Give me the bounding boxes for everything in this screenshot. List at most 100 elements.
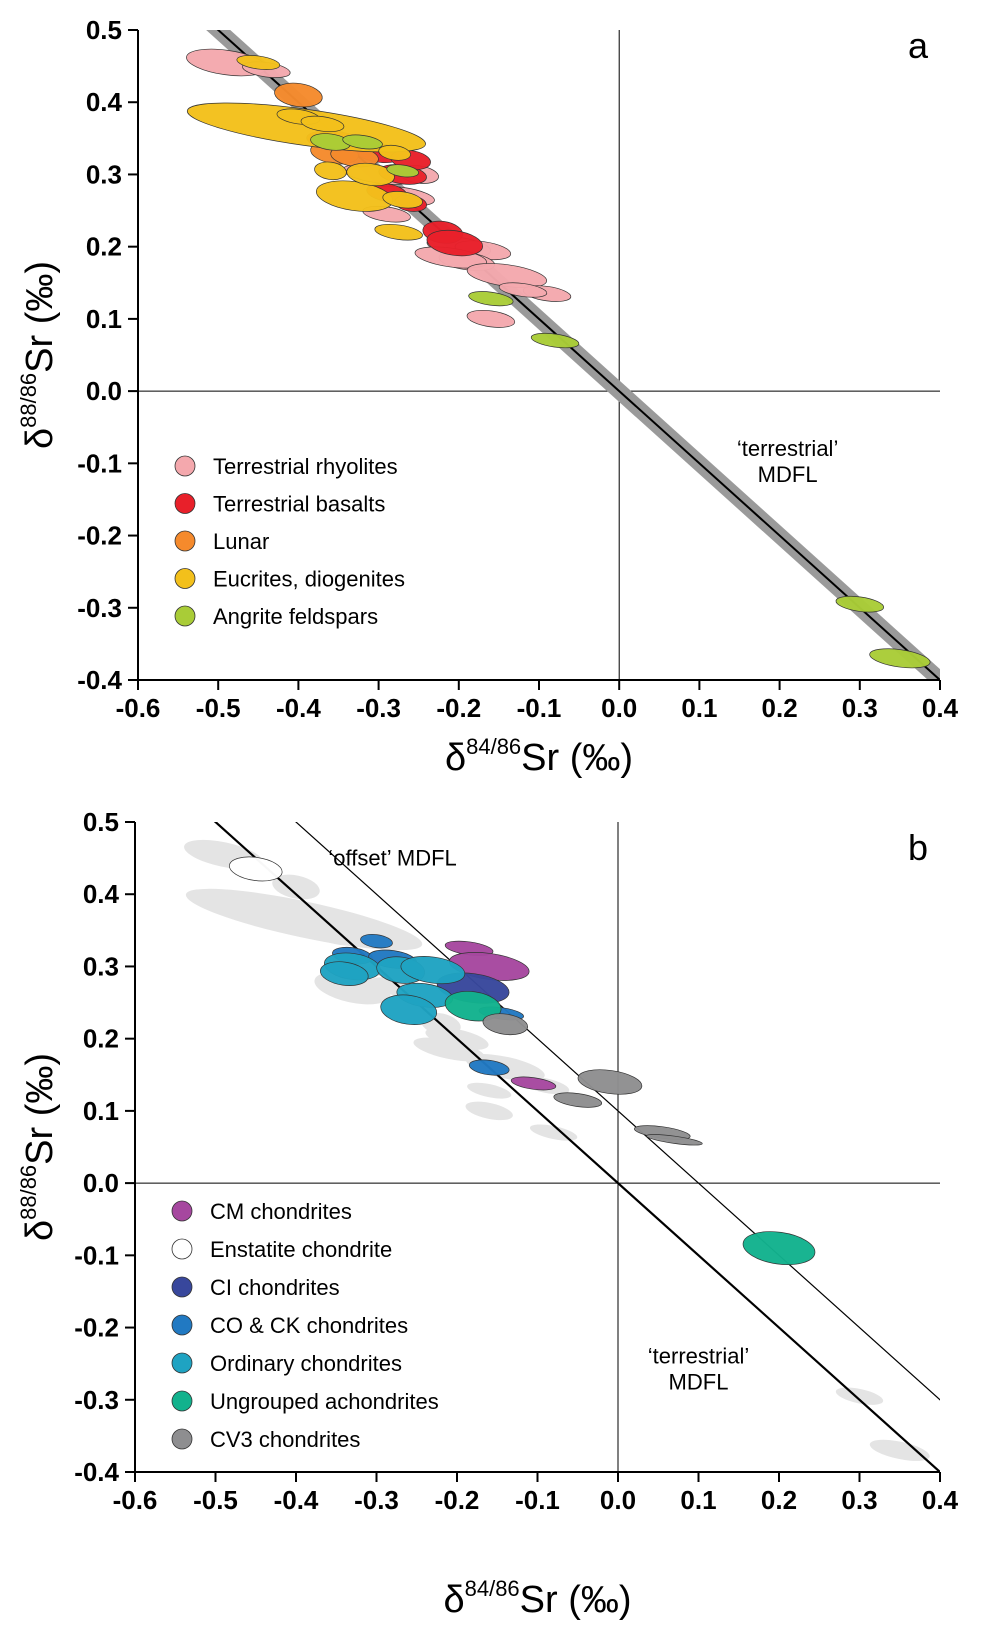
data-point [468,1059,510,1076]
background-ellipse [413,1037,485,1062]
background-ellipse [835,1387,884,1405]
data-point [468,291,514,307]
legend-marker [171,1276,193,1298]
data-point [360,934,393,949]
data-point [444,990,502,1022]
series-enstatite-chondrite [229,856,283,882]
y-axis-label-rest: Sr (‰) [19,261,61,373]
annotation-mdfl: ‘terrestrial’MDFL [648,1344,749,1395]
data-point [229,856,283,882]
series-ungrouped-achondrites [444,990,816,1265]
legend-label: CI chondrites [210,1275,340,1300]
y-tick-label: 0.2 [86,232,122,262]
background-ellipse [304,922,368,946]
data-point [553,1092,603,1108]
x-tick-label: 0.0 [601,693,637,723]
data-point [466,309,516,328]
y-tick-label: -0.4 [74,1457,119,1487]
background-ellipse [272,874,320,900]
x-tick-label: -0.4 [274,1485,319,1515]
legend-label: Ungrouped achondrites [210,1389,439,1414]
x-tick-label: 0.1 [680,1485,716,1515]
x-tick-label: -0.2 [436,693,481,723]
y-tick-label: -0.1 [74,1240,119,1270]
legend-marker [171,1314,193,1336]
data-point [346,162,395,187]
x-tick-label: 0.3 [842,693,878,723]
y-tick-label: 0.5 [83,807,119,837]
legend-label: Lunar [213,529,269,554]
y-tick-label: 0.5 [86,15,122,45]
y-tick-label: 0.4 [86,87,123,117]
data-point [300,115,345,132]
y-tick-label: 0.3 [86,159,122,189]
data-point [378,144,411,161]
annotation-offset: ‘offset’ MDFL [328,845,456,870]
x-tick-label: 0.2 [761,1485,797,1515]
x-tick-label: -0.4 [276,693,321,723]
y-axis-label-delta: δ [19,1220,61,1241]
legend-label: Terrestrial basalts [213,492,385,517]
data-point [382,191,423,209]
x-tick-label: 0.0 [600,1485,636,1515]
legend-label: CV3 chondrites [210,1427,360,1452]
y-axis-label-superscript: 88/86 [16,373,41,428]
data-point [400,956,466,985]
panel-b: -0.6 -0.5 -0.4 -0.3 -0.2 -0.1 0.0 0.1 0.2 0.3 0.4 0… [16,807,959,1621]
y-axis-label: δ88/86Sr (‰) [16,261,61,449]
legend-marker [174,455,196,477]
data-point [482,1013,529,1036]
x-axis-label-rest: Sr (‰) [520,1579,632,1621]
x-axis-label-delta: δ [443,1579,464,1621]
legend-marker [171,1390,193,1412]
data-point [742,1231,816,1265]
legend-label: CO & CK chondrites [210,1313,408,1338]
y-tick-label: -0.3 [74,1385,119,1415]
legend-marker [171,1238,193,1260]
x-tick-label: 0.4 [922,693,959,723]
panel-a: -0.6 -0.5 -0.4 -0.3 -0.2 -0.1 0.0 0.1 0.2 0.3 0.4 0… [16,15,959,779]
y-axis-label: δ88/86Sr (‰) [16,1053,61,1241]
panel-letter: a [908,25,929,66]
legend-label: Enstatite chondrite [210,1237,392,1262]
legend-marker [174,493,196,514]
y-tick-label: 0.2 [83,1024,119,1054]
y-tick-label: -0.2 [77,521,122,551]
y-tick-label: -0.1 [77,448,122,478]
data-point [498,282,548,298]
background-ellipse [465,1101,513,1121]
legend-marker [174,530,196,552]
series-ordinary-chondrites [319,952,466,1025]
x-tick-label: -0.3 [354,1485,399,1515]
x-axis-label: δ84/86Sr (‰) [445,734,633,779]
data-point [835,595,884,613]
annotation-text: ‘terrestrial’ [648,1344,749,1369]
data-point [236,55,281,70]
data-point [577,1069,643,1095]
x-tick-label: -0.6 [113,1485,158,1515]
y-axis-label-superscript: 88/86 [16,1165,41,1220]
legend-marker [174,605,196,627]
data-point [869,648,931,669]
x-axis-label-delta: δ [445,737,466,779]
legend: Terrestrial rhyolites Terrestrial basalts… [174,454,405,629]
data-point [319,961,369,986]
annotation-mdfl: ‘terrestrial’MDFL [737,436,838,487]
y-tick-label: 0.0 [83,1168,119,1198]
legend-label: Eucrites, diogenites [213,567,405,592]
y-tick-label: 0.3 [83,951,119,981]
background-ellipse [869,1439,930,1461]
data-point [374,223,423,241]
y-tick-label: 0.1 [86,304,122,334]
data-point [342,134,383,150]
annotation-text: MDFL [669,1370,729,1395]
data-point [510,1076,557,1091]
legend-label: Terrestrial rhyolites [213,454,398,479]
annotation-text: MDFL [758,462,818,487]
x-tick-label: 0.4 [922,1485,959,1515]
x-tick-label: 0.2 [762,693,798,723]
x-tick-label: -0.5 [193,1485,238,1515]
plot-area [135,822,940,1472]
annotation-text: ‘offset’ MDFL [328,845,456,870]
legend-marker [174,568,196,589]
